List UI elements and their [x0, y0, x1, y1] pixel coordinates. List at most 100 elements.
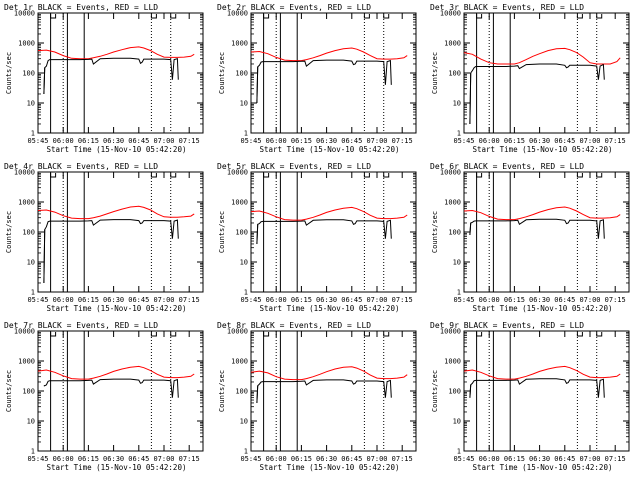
top-tail-mark — [170, 173, 177, 178]
y-tick-label: 10000 — [14, 10, 35, 18]
x-tick-label: 06:00 — [266, 137, 287, 145]
series-line-lld — [250, 366, 408, 381]
top-tail-mark — [576, 14, 583, 19]
events-spike — [256, 385, 259, 403]
panel-det-1: Det 1r BLACK = Events, RED = LLD 1 10 100 10… — [4, 3, 204, 154]
panel-title: Det 3r BLACK = Events, RED = LLD — [430, 3, 584, 12]
x-tick-label: 06:00 — [53, 296, 74, 304]
series-line-lld — [463, 47, 621, 65]
x-axis-label: Start Time (15-Nov-10 05:42:20) — [260, 463, 400, 472]
y-tick-label: 1 — [31, 130, 35, 138]
top-tail-mark — [263, 14, 270, 19]
y-axis-label: Counts/sec — [431, 52, 439, 94]
y-tick-label: 10 — [27, 418, 35, 426]
y-tick-label: 10000 — [227, 328, 248, 336]
series-line-lld — [37, 205, 195, 220]
x-tick-label: 06:45 — [128, 296, 149, 304]
y-tick-label: 100 — [448, 229, 461, 237]
x-tick-label: 07:15 — [392, 137, 413, 145]
y-tick-label: 1 — [457, 130, 461, 138]
x-tick-label: 06:30 — [316, 296, 337, 304]
panel-title: Det 1r BLACK = Events, RED = LLD — [4, 3, 158, 12]
y-tick-label: 100 — [448, 388, 461, 396]
series-line-events — [469, 218, 605, 239]
series-line-lld — [463, 206, 621, 221]
y-tick-label: 10000 — [440, 10, 461, 18]
y-tick-label: 100 — [22, 70, 35, 78]
y-tick-label: 100 — [235, 70, 248, 78]
top-tail-mark — [476, 173, 483, 178]
series-line-events — [469, 378, 605, 398]
top-tail-mark — [363, 332, 370, 337]
series-line-events — [43, 219, 179, 284]
top-tail-mark — [363, 14, 370, 19]
y-axis-label: Counts/sec — [218, 211, 226, 253]
y-tick-label: 10 — [240, 418, 248, 426]
y-axis-label: Counts/sec — [5, 52, 13, 94]
events-spike — [256, 66, 259, 104]
y-axis-label: Counts/sec — [218, 370, 226, 412]
x-tick-label: 06:45 — [341, 296, 362, 304]
top-tail-mark — [50, 14, 57, 19]
x-tick-label: 06:00 — [266, 296, 287, 304]
x-tick-label: 07:15 — [179, 455, 200, 463]
top-tail-mark — [150, 332, 157, 337]
top-tail-mark — [50, 173, 57, 178]
x-tick-label: 06:45 — [554, 137, 575, 145]
x-tick-label: 06:45 — [128, 137, 149, 145]
x-tick-label: 05:45 — [240, 296, 261, 304]
x-tick-label: 06:00 — [479, 455, 500, 463]
x-axis-label: Start Time (15-Nov-10 05:42:20) — [473, 463, 613, 472]
x-tick-label: 06:30 — [103, 137, 124, 145]
series-line-events — [469, 63, 605, 125]
x-tick-label: 05:45 — [27, 296, 48, 304]
top-tail-mark — [383, 14, 390, 19]
x-tick-label: 05:45 — [453, 296, 474, 304]
y-tick-label: 10 — [27, 100, 35, 108]
y-axis-label: Counts/sec — [218, 52, 226, 94]
x-tick-label: 05:45 — [240, 137, 261, 145]
y-tick-label: 1 — [244, 289, 248, 297]
x-tick-label: 07:15 — [392, 455, 413, 463]
top-tail-mark — [263, 173, 270, 178]
panel-det-7: Det 7r BLACK = Events, RED = LLD 1 10 100 10… — [4, 321, 204, 472]
y-tick-label: 10000 — [14, 328, 35, 336]
top-tail-mark — [596, 14, 603, 19]
x-tick-label: 07:15 — [605, 137, 626, 145]
x-tick-label: 06:45 — [341, 455, 362, 463]
x-tick-label: 07:15 — [392, 296, 413, 304]
x-axis-label: Start Time (15-Nov-10 05:42:20) — [47, 463, 187, 472]
top-tail-mark — [596, 173, 603, 178]
x-tick-label: 06:30 — [529, 296, 550, 304]
y-tick-label: 100 — [22, 229, 35, 237]
x-axis-label: Start Time (15-Nov-10 05:42:20) — [47, 145, 187, 154]
events-spike — [43, 67, 46, 94]
y-tick-label: 10000 — [440, 169, 461, 177]
x-tick-label: 07:15 — [605, 455, 626, 463]
x-tick-label: 07:00 — [366, 137, 387, 145]
y-tick-label: 1 — [457, 289, 461, 297]
x-tick-label: 07:00 — [153, 296, 174, 304]
top-tail-mark — [596, 332, 603, 337]
x-tick-label: 06:45 — [128, 455, 149, 463]
x-tick-label: 06:15 — [504, 137, 525, 145]
panel-det-8: Det 8r BLACK = Events, RED = LLD 1 10 100 10… — [217, 321, 417, 472]
events-spike — [469, 384, 472, 398]
y-tick-label: 1000 — [231, 40, 248, 48]
events-spike — [43, 229, 46, 283]
panel-title: Det 6r BLACK = Events, RED = LLD — [430, 162, 584, 171]
x-tick-label: 06:00 — [479, 296, 500, 304]
series-line-lld — [37, 365, 195, 380]
y-tick-label: 10000 — [14, 169, 35, 177]
x-axis-label: Start Time (15-Nov-10 05:42:20) — [47, 304, 187, 313]
x-axis-label: Start Time (15-Nov-10 05:42:20) — [473, 304, 613, 313]
x-tick-label: 06:45 — [341, 137, 362, 145]
events-spike — [469, 72, 472, 124]
y-tick-label: 10 — [453, 100, 461, 108]
x-tick-label: 05:45 — [27, 455, 48, 463]
panel-title: Det 5r BLACK = Events, RED = LLD — [217, 162, 371, 171]
top-tail-mark — [476, 332, 483, 337]
events-spike — [256, 224, 259, 244]
x-tick-label: 06:15 — [504, 455, 525, 463]
x-tick-label: 06:15 — [504, 296, 525, 304]
